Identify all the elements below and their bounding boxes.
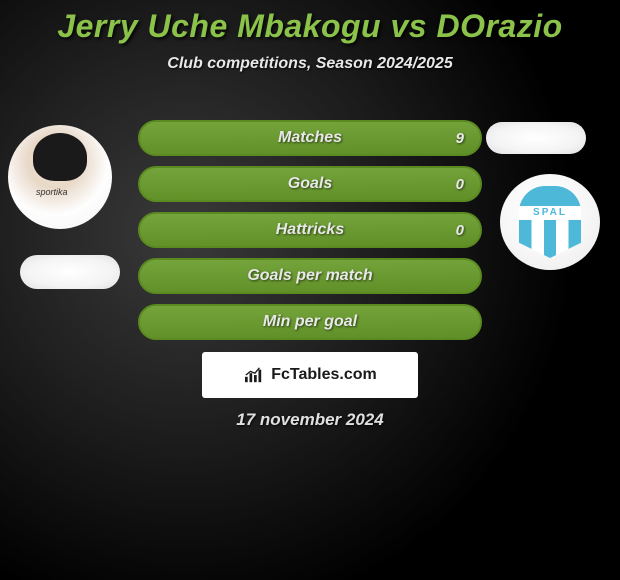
player-left-avatar: [8, 125, 112, 229]
player-right-ellipse: [486, 122, 586, 154]
stat-right-value: 0: [456, 222, 464, 239]
stat-label: Matches: [278, 129, 342, 147]
spal-logo-icon: SPAL: [519, 186, 581, 258]
date-text: 17 november 2024: [0, 410, 620, 430]
stats-container: Matches 9 Goals 0 Hattricks 0 Goals per …: [138, 120, 482, 350]
stat-right-value: 9: [456, 130, 464, 147]
stat-label: Hattricks: [276, 221, 344, 239]
attribution-badge: FcTables.com: [202, 352, 418, 398]
stat-row-min-per-goal: Min per goal: [138, 304, 482, 340]
stat-right-value: 0: [456, 176, 464, 193]
stat-row-goals-per-match: Goals per match: [138, 258, 482, 294]
page-title: Jerry Uche Mbakogu vs DOrazio: [0, 8, 620, 45]
chart-icon: [243, 366, 265, 384]
stat-label: Goals: [288, 175, 332, 193]
player-right-club-badge: SPAL: [500, 174, 600, 270]
stat-row-goals: Goals 0: [138, 166, 482, 202]
content-overlay: Jerry Uche Mbakogu vs DOrazio Club compe…: [0, 0, 620, 580]
player-left-club-badge: [20, 255, 120, 289]
stat-row-hattricks: Hattricks 0: [138, 212, 482, 248]
stat-label: Min per goal: [263, 313, 357, 331]
attribution-text: FcTables.com: [271, 366, 377, 384]
stat-row-matches: Matches 9: [138, 120, 482, 156]
page-subtitle: Club competitions, Season 2024/2025: [0, 55, 620, 73]
stat-label: Goals per match: [247, 267, 372, 285]
